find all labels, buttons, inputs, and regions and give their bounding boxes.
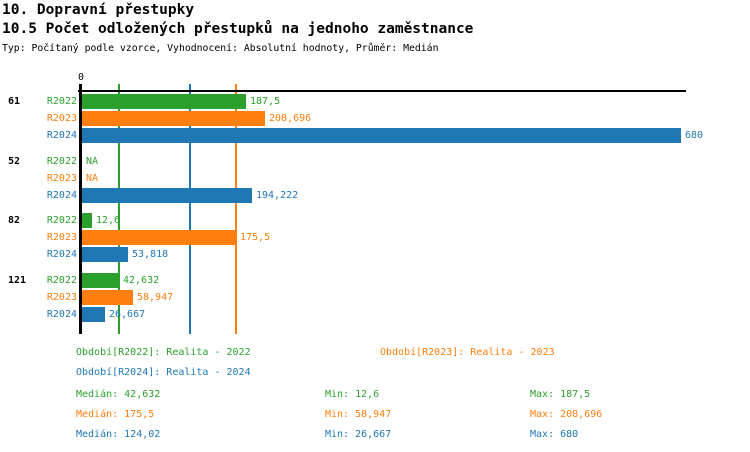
report-meta-line: Typ: Počítaný podle vzorce, Vyhodnocení:… (2, 43, 439, 54)
bar-61-r2022 (82, 94, 246, 109)
x-axis-line (78, 90, 686, 92)
stat-median-r2023: Medián: 175,5 (76, 409, 155, 420)
group-label-121: 121 (8, 275, 27, 286)
value-label-82-r2023: 175,5 (240, 232, 271, 243)
report-subtitle: 10.5 Počet odložených přestupků na jedno… (2, 21, 474, 37)
bar-82-r2023 (82, 230, 236, 245)
series-label-r2022: R2022 (46, 215, 77, 226)
axis-zero-label: 0 (77, 72, 85, 83)
value-label-121-r2022: 42,632 (123, 275, 160, 286)
legend-r2023: Období[R2023]: Realita - 2023 (380, 347, 555, 358)
group-label-61: 61 (8, 96, 21, 107)
series-label-r2022: R2022 (46, 275, 77, 286)
value-label-82-r2022: 12,6 (96, 215, 121, 226)
median-line-r2024 (189, 84, 191, 334)
stat-min-r2022: Min: 12,6 (325, 389, 380, 400)
bar-82-r2024 (82, 247, 128, 262)
stat-median-r2022: Medián: 42,632 (76, 389, 161, 400)
bar-121-r2023 (82, 290, 133, 305)
value-label-52-r2024: 194,222 (256, 190, 299, 201)
median-line-r2022 (118, 84, 120, 334)
value-label-61-r2024: 680 (685, 130, 704, 141)
stat-min-r2023: Min: 58,947 (325, 409, 392, 420)
bar-61-r2023 (82, 111, 265, 126)
bar-82-r2022 (82, 213, 92, 228)
y-axis-line (79, 84, 82, 334)
value-label-61-r2022: 187,5 (250, 96, 281, 107)
bar-121-r2024 (82, 307, 105, 322)
series-label-r2022: R2022 (46, 156, 77, 167)
series-label-r2023: R2023 (46, 173, 77, 184)
bar-61-r2024 (82, 128, 681, 143)
stat-max-r2024: Max: 680 (530, 429, 579, 440)
value-label-52-r2022: NA (86, 156, 99, 167)
series-label-r2023: R2023 (46, 292, 77, 303)
value-label-61-r2023: 208,696 (269, 113, 312, 124)
stat-median-r2024: Medián: 124,02 (76, 429, 161, 440)
stat-min-r2024: Min: 26,667 (325, 429, 392, 440)
series-label-r2023: R2023 (46, 232, 77, 243)
series-label-r2024: R2024 (46, 190, 77, 201)
value-label-121-r2024: 26,667 (109, 309, 146, 320)
series-label-r2023: R2023 (46, 113, 77, 124)
value-label-52-r2023: NA (86, 173, 99, 184)
group-label-82: 82 (8, 215, 21, 226)
group-label-52: 52 (8, 156, 21, 167)
series-label-r2022: R2022 (46, 96, 77, 107)
series-label-r2024: R2024 (46, 130, 77, 141)
series-label-r2024: R2024 (46, 309, 77, 320)
stat-max-r2022: Max: 187,5 (530, 389, 591, 400)
bar-52-r2024 (82, 188, 252, 203)
bar-121-r2022 (82, 273, 119, 288)
series-label-r2024: R2024 (46, 249, 77, 260)
value-label-121-r2023: 58,947 (137, 292, 174, 303)
legend-r2022: Období[R2022]: Realita - 2022 (76, 347, 251, 358)
report-title: 10. Dopravní přestupky (2, 2, 195, 18)
legend-r2024: Období[R2024]: Realita - 2024 (76, 367, 251, 378)
value-label-82-r2024: 53,818 (132, 249, 169, 260)
stat-max-r2023: Max: 208,696 (530, 409, 603, 420)
median-line-r2023 (235, 84, 237, 334)
